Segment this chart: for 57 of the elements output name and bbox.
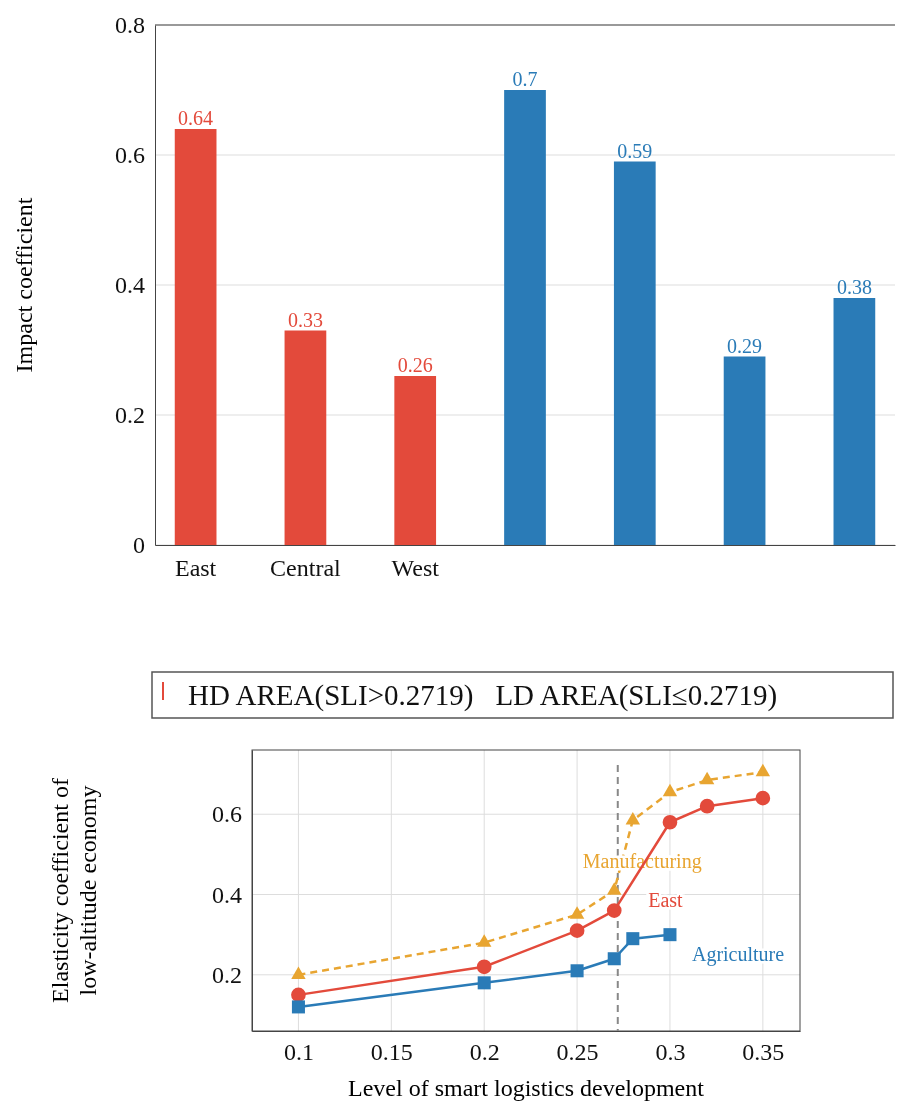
y-tick-label: 0.2 [115, 402, 145, 429]
x-tick-label: 0.35 [742, 1039, 785, 1066]
y-axis-title: Impact coefficient [11, 197, 37, 373]
bar [174, 129, 217, 545]
point [607, 952, 621, 966]
x-tick-label: 0.1 [283, 1039, 314, 1066]
point [662, 814, 678, 830]
point [663, 928, 677, 942]
point [477, 976, 491, 990]
text: HD AREA(SLI>0.2719) [188, 679, 474, 712]
y-tick-label: 0.4 [212, 881, 242, 908]
point [662, 783, 678, 797]
point [626, 932, 640, 946]
point [569, 923, 585, 938]
x-tick-label: Central [270, 555, 342, 582]
y-tick-label: 0.4 [115, 272, 145, 299]
data-label: 0.38 [836, 276, 872, 298]
data-label: 0.29 [727, 334, 763, 357]
point [477, 934, 492, 947]
text: LD AREA(SLI≤0.2719) [495, 679, 778, 712]
series-label: Agriculture [691, 942, 785, 966]
bar [504, 90, 546, 545]
point [476, 959, 492, 975]
x-tick-label: 0.25 [556, 1039, 599, 1066]
series-label: East [648, 888, 684, 911]
point [625, 811, 641, 825]
y-tick-label: 0.8 [115, 12, 145, 39]
data-label: 0.59 [617, 139, 653, 162]
x-tick-label: East [174, 555, 217, 582]
point [570, 964, 584, 978]
point [607, 882, 622, 895]
bar [833, 298, 876, 545]
data-label: 0.7 [512, 68, 538, 90]
point [755, 790, 771, 806]
point [606, 903, 622, 918]
data-label: 0.64 [178, 107, 214, 129]
y-tick-label: 0 [133, 532, 145, 559]
x-tick-label: 0.2 [469, 1039, 500, 1066]
y-tick-label: 0.6 [115, 142, 145, 169]
point [699, 798, 715, 814]
bar [613, 161, 656, 545]
x-tick-label: 0.3 [655, 1039, 686, 1066]
x-axis-title: Level of smart logistics development [348, 1075, 705, 1101]
bar [394, 376, 437, 545]
bar [723, 356, 766, 545]
point [755, 763, 771, 777]
point [569, 906, 585, 919]
data-label: 0.26 [397, 354, 433, 376]
data-label: 0.33 [287, 308, 323, 331]
y-tick-label: 0.6 [212, 801, 242, 828]
point [291, 1000, 305, 1014]
x-tick-label: West [391, 555, 440, 582]
bar [284, 330, 327, 545]
y-axis-title: Elasticity coefficient of low-altitude economy [47, 778, 101, 1003]
x-tick-label: 0.15 [370, 1039, 413, 1066]
point [699, 771, 715, 785]
y-tick-label: 0.2 [212, 961, 242, 988]
